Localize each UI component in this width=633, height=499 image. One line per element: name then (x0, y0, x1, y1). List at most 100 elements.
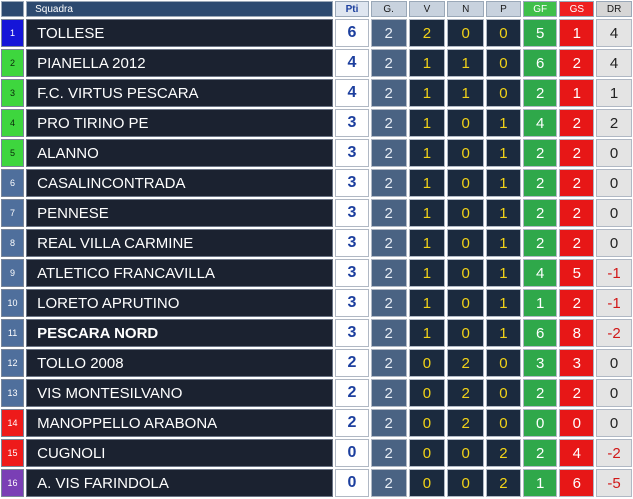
team-name: F.C. VIRTUS PESCARA (26, 79, 334, 107)
draws: 0 (447, 229, 485, 257)
table-row: 16 A. VIS FARINDOLA 0 2 0 0 2 1 6 -5 (1, 469, 632, 497)
team-name: CUGNOLI (26, 439, 334, 467)
team-name: LORETO APRUTINO (26, 289, 334, 317)
games-played: 2 (370, 439, 407, 467)
wins: 0 (408, 379, 446, 407)
table-row: 12 TOLLO 2008 2 2 0 2 0 3 3 0 (1, 349, 632, 377)
position-badge: 13 (1, 379, 25, 407)
wins: 1 (408, 109, 446, 137)
games-played: 2 (370, 109, 407, 137)
goals-for: 6 (522, 319, 558, 347)
table-row: 1 TOLLESE 6 2 2 0 0 5 1 4 (1, 19, 632, 47)
goals-against: 5 (559, 259, 595, 287)
header-goals-for: GF (522, 1, 558, 17)
points: 0 (335, 439, 369, 467)
points: 2 (335, 349, 369, 377)
losses: 1 (486, 259, 521, 287)
team-name: TOLLO 2008 (26, 349, 334, 377)
losses: 1 (486, 199, 521, 227)
wins: 0 (408, 349, 446, 377)
table-row: 7 PENNESE 3 2 1 0 1 2 2 0 (1, 199, 632, 227)
position-badge: 10 (1, 289, 25, 317)
losses: 1 (486, 169, 521, 197)
draws: 0 (447, 319, 485, 347)
points: 4 (335, 49, 369, 77)
draws: 1 (447, 79, 485, 107)
points: 3 (335, 109, 369, 137)
team-name: VIS MONTESILVANO (26, 379, 334, 407)
losses: 0 (486, 349, 521, 377)
team-name: ATLETICO FRANCAVILLA (26, 259, 334, 287)
points: 3 (335, 259, 369, 287)
goals-against: 2 (559, 169, 595, 197)
table-row: 2 PIANELLA 2012 4 2 1 1 0 6 2 4 (1, 49, 632, 77)
goal-difference: -2 (596, 439, 632, 467)
goals-against: 8 (559, 319, 595, 347)
table-row: 6 CASALINCONTRADA 3 2 1 0 1 2 2 0 (1, 169, 632, 197)
points: 3 (335, 199, 369, 227)
position-badge: 4 (1, 109, 25, 137)
team-name: MANOPPELLO ARABONA (26, 409, 334, 437)
wins: 1 (408, 169, 446, 197)
draws: 0 (447, 19, 485, 47)
losses: 2 (486, 469, 521, 497)
position-badge: 16 (1, 469, 25, 497)
losses: 2 (486, 439, 521, 467)
table-row: 15 CUGNOLI 0 2 0 0 2 2 4 -2 (1, 439, 632, 467)
position-badge: 9 (1, 259, 25, 287)
draws: 2 (447, 379, 485, 407)
goals-for: 4 (522, 259, 558, 287)
draws: 2 (447, 409, 485, 437)
goal-difference: 4 (596, 19, 632, 47)
wins: 1 (408, 289, 446, 317)
goals-against: 0 (559, 409, 595, 437)
losses: 0 (486, 49, 521, 77)
draws: 0 (447, 199, 485, 227)
goal-difference: 0 (596, 409, 632, 437)
header-team: Squadra (26, 1, 334, 17)
points: 6 (335, 19, 369, 47)
team-name: PESCARA NORD (26, 319, 334, 347)
wins: 0 (408, 409, 446, 437)
goals-for: 4 (522, 109, 558, 137)
draws: 1 (447, 49, 485, 77)
goals-against: 1 (559, 19, 595, 47)
goals-for: 2 (522, 439, 558, 467)
goal-difference: -1 (596, 259, 632, 287)
header-wins: V (408, 1, 446, 17)
games-played: 2 (370, 409, 407, 437)
position-badge: 8 (1, 229, 25, 257)
header-losses: P (486, 1, 521, 17)
games-played: 2 (370, 49, 407, 77)
losses: 0 (486, 409, 521, 437)
losses: 0 (486, 19, 521, 47)
losses: 0 (486, 379, 521, 407)
header-position (1, 1, 25, 17)
position-badge: 12 (1, 349, 25, 377)
points: 3 (335, 319, 369, 347)
draws: 0 (447, 109, 485, 137)
table-row: 11 PESCARA NORD 3 2 1 0 1 6 8 -2 (1, 319, 632, 347)
points: 4 (335, 79, 369, 107)
goal-difference: 0 (596, 169, 632, 197)
goals-for: 2 (522, 199, 558, 227)
wins: 2 (408, 19, 446, 47)
team-name: CASALINCONTRADA (26, 169, 334, 197)
header-goal-difference: DR (596, 1, 632, 17)
table-row: 9 ATLETICO FRANCAVILLA 3 2 1 0 1 4 5 -1 (1, 259, 632, 287)
goal-difference: 0 (596, 229, 632, 257)
losses: 1 (486, 109, 521, 137)
games-played: 2 (370, 259, 407, 287)
goals-against: 2 (559, 289, 595, 317)
draws: 0 (447, 469, 485, 497)
table-row: 14 MANOPPELLO ARABONA 2 2 0 2 0 0 0 0 (1, 409, 632, 437)
team-name: REAL VILLA CARMINE (26, 229, 334, 257)
draws: 0 (447, 289, 485, 317)
wins: 1 (408, 319, 446, 347)
header-games: G. (370, 1, 407, 17)
goals-for: 2 (522, 169, 558, 197)
draws: 0 (447, 139, 485, 167)
goal-difference: 0 (596, 349, 632, 377)
position-badge: 15 (1, 439, 25, 467)
goal-difference: -5 (596, 469, 632, 497)
